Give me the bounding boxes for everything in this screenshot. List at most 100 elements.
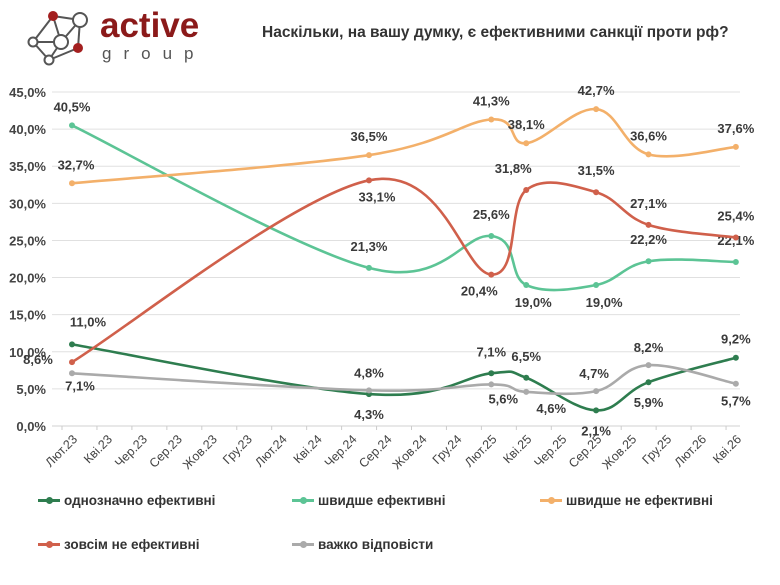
data-label: 31,5%: [578, 163, 615, 178]
data-label: 11,0%: [70, 314, 107, 329]
data-label: 36,5%: [351, 129, 388, 144]
x-tick-label: Чер.24: [322, 432, 360, 470]
data-label: 40,5%: [54, 99, 91, 114]
data-label: 8,6%: [23, 352, 53, 367]
data-point: [69, 180, 75, 187]
data-label: 5,9%: [634, 395, 664, 410]
data-point: [732, 143, 739, 150]
data-point: [523, 186, 530, 193]
data-label: 31,8%: [495, 161, 532, 176]
data-label: 25,4%: [717, 208, 754, 223]
logo-subword: group: [102, 44, 206, 63]
y-tick-label: 15,0%: [9, 308, 46, 323]
legend-swatch: [38, 496, 60, 504]
x-tick-label: Сер.24: [356, 432, 394, 470]
series-line-3: [71, 177, 737, 364]
x-tick-label: Лют.23: [43, 432, 81, 470]
data-point: [488, 370, 495, 377]
y-tick-label: 10,0%: [9, 345, 46, 360]
logo-word: active: [100, 6, 200, 45]
data-label: 9,2%: [721, 332, 751, 347]
data-point: [69, 370, 75, 377]
legend-label: важко відповісти: [318, 537, 434, 552]
legend-swatch: [292, 540, 314, 548]
data-point: [523, 281, 530, 288]
y-tick-label: 35,0%: [9, 159, 46, 174]
data-label: 41,3%: [473, 93, 510, 108]
x-tick-label: Гру.25: [639, 432, 674, 467]
data-point: [645, 379, 652, 386]
legend-swatch: [38, 540, 60, 548]
x-tick-label: Жов.24: [390, 432, 430, 472]
data-point: [69, 359, 75, 366]
y-tick-label: 25,0%: [9, 233, 46, 248]
y-tick-label: 40,0%: [9, 122, 46, 137]
data-point: [365, 152, 372, 159]
legend-label: швидше не ефективні: [566, 493, 713, 508]
x-tick-label: Гру.23: [220, 432, 255, 467]
y-tick-label: 0,0%: [16, 419, 46, 434]
data-label: 22,2%: [630, 232, 667, 247]
data-point: [593, 388, 600, 395]
x-tick-label: Гру.24: [430, 432, 465, 467]
data-point: [732, 380, 739, 387]
data-point: [365, 264, 372, 271]
legend-swatch: [292, 496, 314, 504]
legend-item: важко відповісти: [292, 537, 433, 552]
data-point: [645, 362, 652, 369]
data-label: 25,6%: [473, 207, 510, 222]
data-label: 5,7%: [721, 394, 751, 409]
data-label: 32,7%: [58, 157, 95, 172]
y-tick-label: 5,0%: [16, 382, 46, 397]
x-tick-label: Кві.26: [710, 432, 744, 466]
x-tick-label: Жов.23: [180, 432, 220, 472]
legend-label: зовсім не ефективні: [64, 537, 200, 552]
data-label: 27,1%: [630, 196, 667, 211]
logo-network-icon: [27, 11, 88, 66]
data-label: 4,3%: [354, 407, 384, 422]
data-label: 4,8%: [354, 365, 384, 380]
data-point: [523, 388, 530, 395]
data-point: [523, 140, 530, 147]
data-label: 4,6%: [536, 401, 566, 416]
data-point: [365, 387, 372, 394]
y-tick-label: 20,0%: [9, 271, 46, 286]
data-label: 6,5%: [511, 349, 541, 364]
data-point: [523, 374, 530, 381]
data-point: [593, 281, 600, 288]
data-point: [732, 258, 739, 265]
x-tick-label: Кві.23: [81, 432, 115, 466]
legend-swatch: [540, 496, 562, 504]
data-label: 19,0%: [586, 295, 623, 310]
data-label: 37,6%: [717, 121, 754, 136]
data-point: [69, 341, 75, 348]
x-tick-label: Кві.25: [500, 432, 534, 466]
data-point: [645, 221, 652, 228]
data-point: [593, 106, 600, 113]
legend-label: однозначно ефективні: [64, 493, 216, 508]
data-label: 7,1%: [476, 344, 506, 359]
data-point: [645, 151, 652, 158]
data-label: 33,1%: [359, 189, 396, 204]
data-point: [732, 354, 739, 361]
x-tick-label: Сер.23: [147, 432, 185, 470]
data-point: [488, 116, 495, 123]
x-tick-label: Чер.23: [112, 432, 150, 470]
data-label: 38,1%: [508, 117, 545, 132]
data-label: 21,3%: [351, 239, 388, 254]
x-tick-label: Кві.24: [291, 432, 325, 466]
data-label: 42,7%: [578, 83, 615, 98]
data-label: 19,0%: [515, 295, 552, 310]
data-point: [488, 381, 495, 388]
legend-label: швидше ефективні: [318, 493, 446, 508]
data-point: [69, 122, 75, 129]
data-label: 36,6%: [630, 128, 667, 143]
data-point: [645, 258, 652, 265]
x-tick-label: Лют.26: [672, 432, 710, 470]
data-label: 7,1%: [65, 378, 95, 393]
legend-item: зовсім не ефективні: [38, 537, 200, 552]
data-label: 4,7%: [579, 366, 609, 381]
y-tick-label: 30,0%: [9, 196, 46, 211]
data-point: [593, 407, 600, 414]
